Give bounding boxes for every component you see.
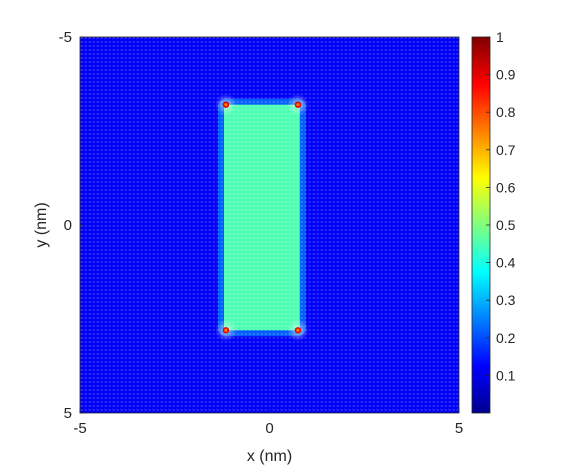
colorbar-tick-label: 0.8 — [496, 104, 516, 120]
colorbar-tick-label: 0.6 — [496, 179, 516, 195]
vector-field-overlay — [80, 37, 459, 413]
colorbar-tick-label: 0.5 — [496, 217, 516, 233]
x-tick-label: 5 — [455, 420, 463, 437]
colorbar-tick-label: 0.7 — [496, 142, 516, 158]
colorbar-tick-label: 0.9 — [496, 67, 516, 83]
y-tick-label: 5 — [64, 405, 72, 422]
colorbar-ticks: 0.1 0.2 0.3 0.4 0.5 0.6 0.7 0.8 0.9 1 — [486, 29, 516, 383]
colorbar-tick-label: 0.4 — [496, 255, 516, 271]
x-axis-label: x (nm) — [247, 448, 292, 465]
colorbar-tick-label: 0.3 — [496, 292, 516, 308]
x-tick-label: -5 — [73, 420, 86, 437]
colorbar-tick-label: 0.2 — [496, 330, 516, 346]
heatmap-area — [80, 37, 459, 413]
x-axis: -5 0 5 — [73, 409, 463, 437]
hotspot-core — [224, 103, 228, 107]
hotspot-core — [296, 103, 300, 107]
hotspot-core — [224, 328, 228, 332]
hotspot-core — [296, 328, 300, 332]
colorbar-tick-label: 1 — [496, 29, 504, 45]
y-axis: -5 0 5 — [59, 29, 84, 422]
x-tick-label: 0 — [265, 420, 273, 437]
y-axis-label: y (nm) — [33, 202, 50, 247]
y-tick-label: -5 — [59, 29, 72, 46]
y-tick-label: 0 — [64, 217, 72, 234]
colorbar-tick-label: 0.1 — [496, 367, 516, 383]
